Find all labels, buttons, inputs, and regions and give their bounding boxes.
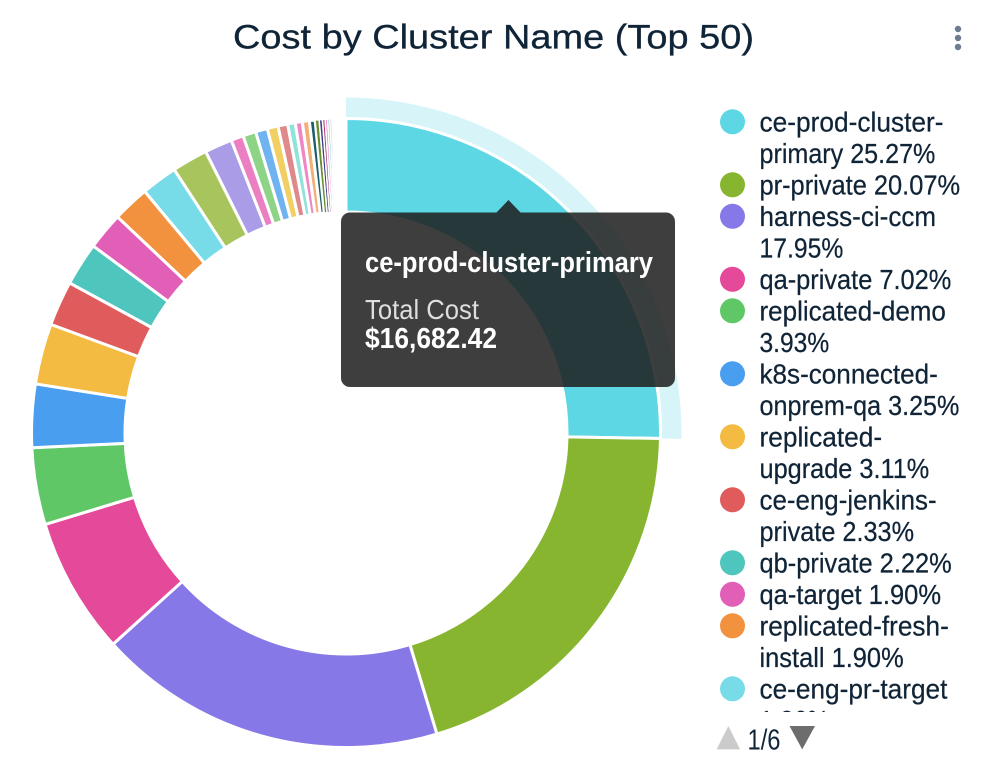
svg-text:3.93%: 3.93% bbox=[760, 327, 830, 358]
svg-text:primary 25.27%: primary 25.27% bbox=[760, 138, 936, 169]
svg-text:replicated-fresh-: replicated-fresh- bbox=[760, 610, 949, 641]
svg-text:k8s-connected-: k8s-connected- bbox=[760, 358, 938, 389]
svg-text:replicated-demo: replicated-demo bbox=[760, 295, 946, 326]
svg-text:replicated-: replicated- bbox=[760, 421, 883, 452]
svg-text:qa-private 7.02%: qa-private 7.02% bbox=[760, 264, 952, 295]
svg-text:qa-target 1.90%: qa-target 1.90% bbox=[760, 579, 942, 610]
svg-text:1/6: 1/6 bbox=[748, 724, 781, 756]
svg-text:pr-private 20.07%: pr-private 20.07% bbox=[760, 169, 961, 200]
svg-text:ce-prod-cluster-primary: ce-prod-cluster-primary bbox=[365, 247, 653, 279]
svg-text:1.86%: 1.86% bbox=[760, 705, 830, 736]
svg-text:install 1.90%: install 1.90% bbox=[760, 642, 904, 673]
svg-text:private 2.33%: private 2.33% bbox=[760, 516, 915, 547]
svg-text:Total Cost: Total Cost bbox=[365, 294, 479, 325]
svg-text:ce-eng-jenkins-: ce-eng-jenkins- bbox=[760, 484, 937, 515]
svg-text:qb-private 2.22%: qb-private 2.22% bbox=[760, 547, 952, 578]
svg-text:harness-ci-ccm: harness-ci-ccm bbox=[760, 201, 937, 232]
svg-text:upgrade 3.11%: upgrade 3.11% bbox=[760, 453, 930, 484]
svg-text:$16,682.42: $16,682.42 bbox=[365, 323, 497, 355]
svg-text:ce-prod-cluster-: ce-prod-cluster- bbox=[760, 106, 944, 137]
svg-text:ce-eng-pr-target: ce-eng-pr-target bbox=[760, 673, 948, 704]
svg-text:17.95%: 17.95% bbox=[760, 232, 844, 263]
svg-text:Cost by Cluster Name (Top 50): Cost by Cluster Name (Top 50) bbox=[233, 19, 754, 57]
svg-text:onprem-qa 3.25%: onprem-qa 3.25% bbox=[760, 390, 960, 421]
